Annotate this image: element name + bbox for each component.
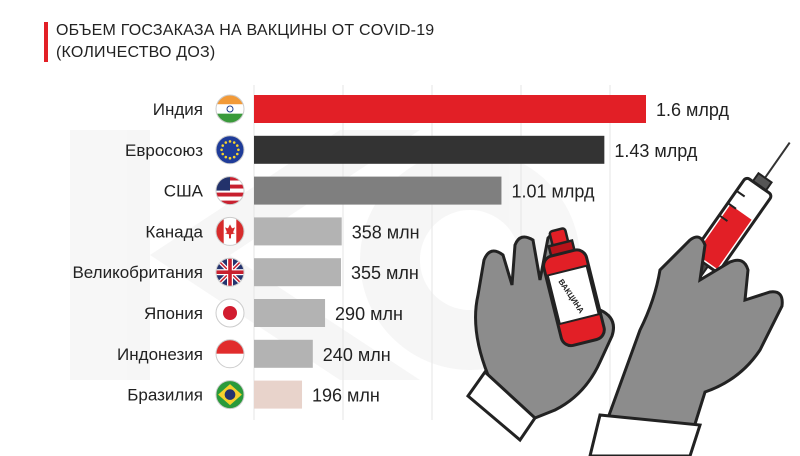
value-labels: 1.6 млрд 1.43 млрд 1.01 млрд 358 млн 355 млн… [312, 100, 729, 406]
canada-flag-icon [215, 216, 245, 246]
usa-flag-icon [215, 176, 245, 206]
uk-flag-icon [215, 257, 245, 287]
glove-icon [465, 231, 615, 443]
bar [254, 258, 341, 287]
flags [215, 94, 245, 410]
vaccine-illustration: ВАКЦИНА [465, 142, 791, 456]
value-label: 358 млн [352, 222, 420, 242]
eu-flag-icon [215, 135, 245, 165]
bar [254, 299, 326, 327]
category-label: Индонезия [117, 345, 203, 364]
vaccine-vial-icon: ВАКЦИНА [542, 227, 606, 348]
value-label: 240 млн [323, 345, 391, 365]
category-labels: Индия Евросоюз США Канада Великобритания Япон… [72, 100, 203, 405]
bar [254, 176, 502, 205]
bars [254, 95, 646, 409]
value-label: 355 млн [351, 263, 419, 283]
chart-title-line-1: ОБЪЕМ ГОСЗАКАЗА НА ВАКЦИНЫ ОТ COVID-19 [56, 22, 435, 39]
indonesia-flag-icon [215, 339, 245, 369]
chart-title: ОБЪЕМ ГОСЗАКАЗА НА ВАКЦИНЫ ОТ COVID-19 (… [56, 20, 434, 64]
category-label: Евросоюз [125, 141, 203, 160]
category-label: Бразилия [127, 386, 203, 405]
value-label: 1.43 млрд [614, 141, 698, 161]
glove-icon [588, 235, 784, 456]
category-label: Канада [145, 222, 203, 241]
brazil-flag-icon [215, 380, 245, 410]
category-label: Индия [153, 100, 203, 119]
japan-flag-icon [215, 298, 245, 328]
india-flag-icon [215, 94, 245, 124]
bar [254, 380, 303, 409]
bar [254, 339, 313, 368]
bar [254, 217, 342, 246]
value-label: 196 млн [312, 386, 380, 406]
bar [254, 95, 646, 123]
bar [254, 135, 605, 164]
value-label: 1.01 млрд [511, 182, 595, 202]
value-label: 290 млн [335, 304, 403, 324]
category-label: США [164, 182, 204, 201]
category-label: Япония [144, 304, 203, 323]
value-label: 1.6 млрд [656, 100, 729, 120]
category-label: Великобритания [72, 263, 203, 282]
title-accent-bar [44, 22, 48, 62]
chart-title-line-2: (КОЛИЧЕСТВО ДОЗ) [56, 44, 216, 61]
